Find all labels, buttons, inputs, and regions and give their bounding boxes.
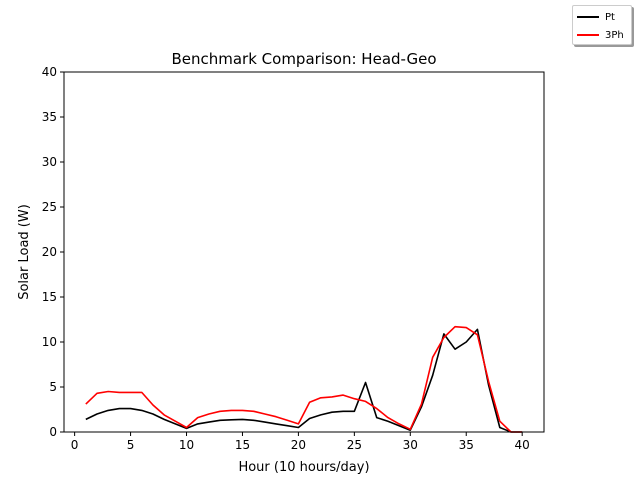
x-tick-label: 25 [347,438,362,452]
y-tick-label: 35 [42,110,57,124]
x-tick-label: 15 [235,438,250,452]
legend-swatch-pt [577,16,599,18]
y-tick-label: 0 [49,425,57,439]
x-tick-label: 30 [403,438,418,452]
y-tick-label: 30 [42,155,57,169]
y-tick-label: 10 [42,335,57,349]
legend-item-pt: Pt [577,9,615,25]
legend-item-3ph: 3Ph [577,27,624,43]
y-tick-label: 25 [42,200,57,214]
x-axis-label: Hour (10 hours/day) [238,460,369,475]
x-tick-label: 40 [515,438,530,452]
x-tick-label: 35 [459,438,474,452]
series-line-pt [85,328,523,433]
chart-title: Benchmark Comparison: Head-Geo [171,50,436,68]
x-tick-label: 20 [291,438,306,452]
y-tick-label: 15 [42,290,57,304]
x-tick-label: 5 [127,438,135,452]
y-tick-label: 20 [42,245,57,259]
x-tick-label: 10 [179,438,194,452]
y-tick-label: 5 [49,380,57,394]
legend-label-pt: Pt [605,11,615,23]
legend-label-3ph: 3Ph [605,29,624,41]
legend: Pt 3Ph [572,5,632,45]
y-tick-label: 40 [42,65,57,79]
series-line-3ph [85,325,523,433]
plot-area [64,72,544,432]
x-tick-label: 0 [71,438,79,452]
y-axis-label: Solar Load (W) [17,204,32,300]
legend-swatch-3ph [577,34,599,36]
